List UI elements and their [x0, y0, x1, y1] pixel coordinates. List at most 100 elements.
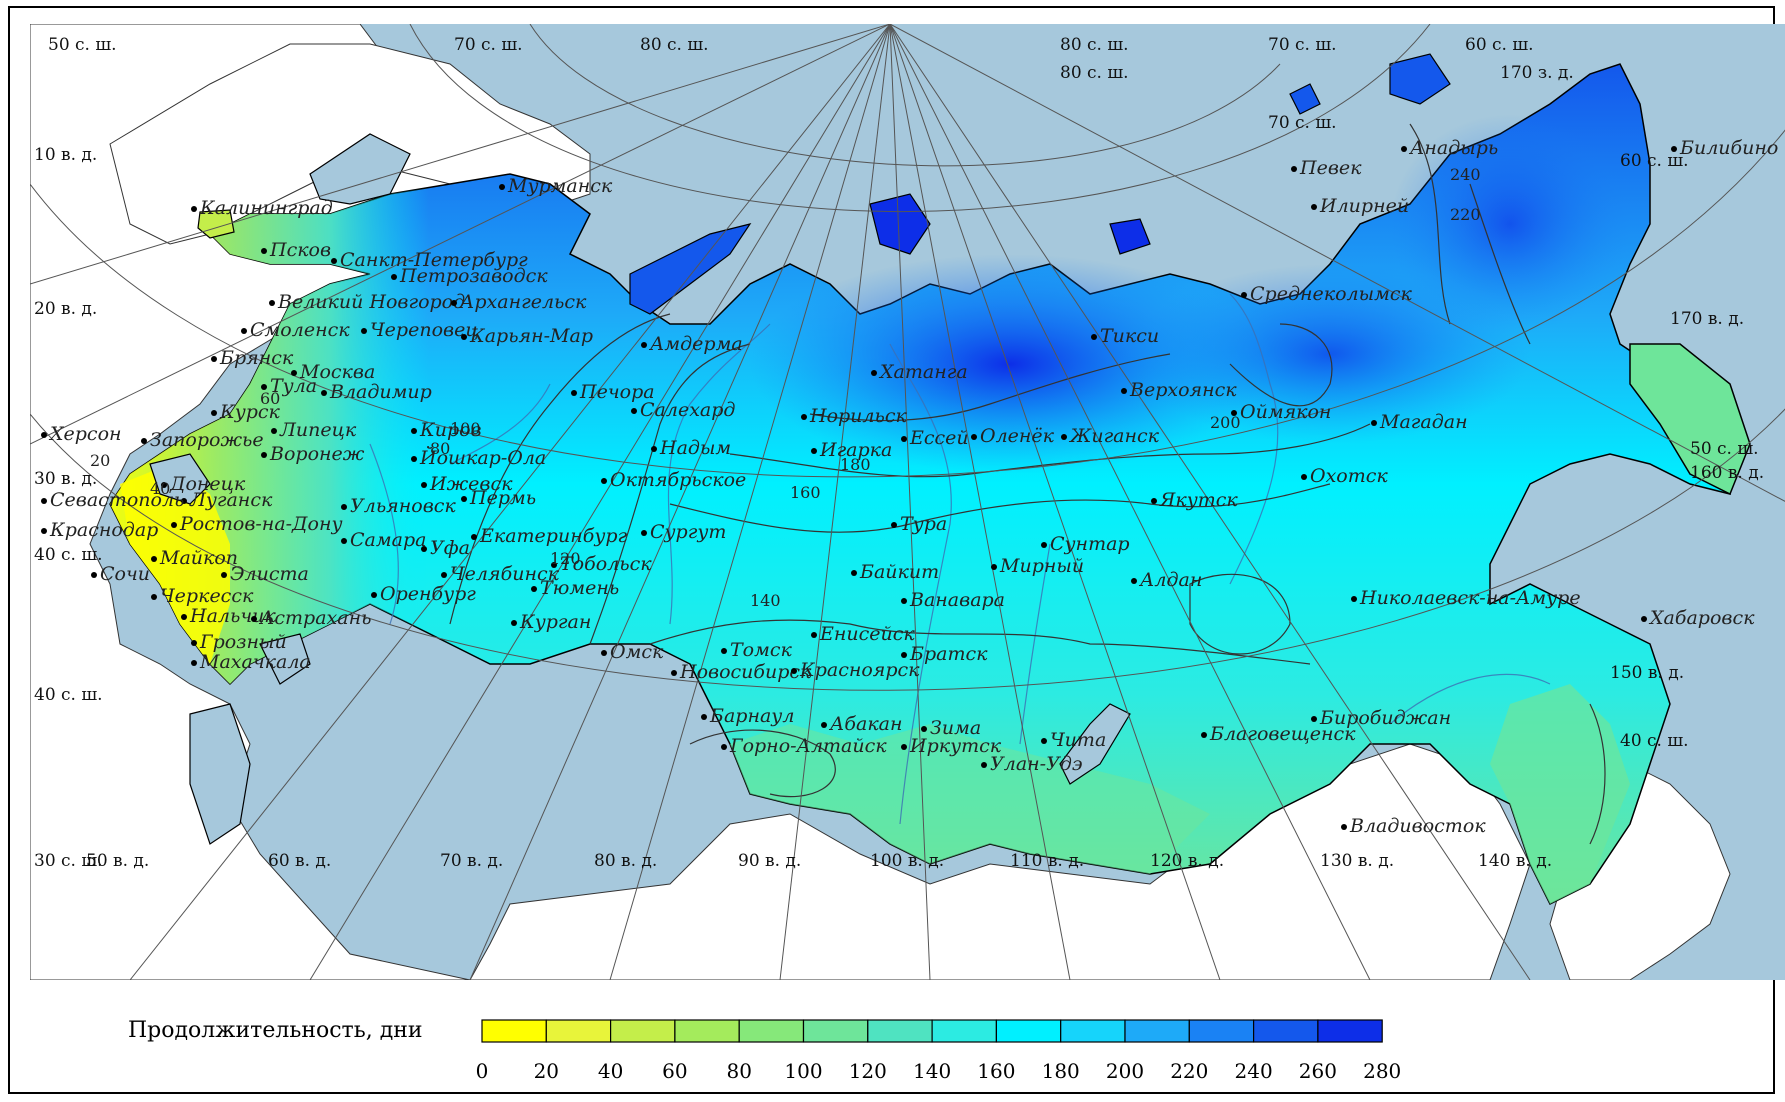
city-marker	[551, 562, 557, 568]
city-marker	[1241, 292, 1247, 298]
city-label: Элиста	[230, 563, 309, 585]
grid-label: 140 в. д.	[1478, 851, 1552, 871]
isoline-label: 60	[260, 389, 280, 408]
city-label: Луганск	[189, 489, 273, 511]
city-label: Магадан	[1379, 411, 1468, 433]
city-marker	[901, 598, 907, 604]
city-marker	[461, 334, 467, 340]
city-marker	[721, 744, 727, 750]
city-marker	[1231, 410, 1237, 416]
city-label: Липецк	[279, 419, 357, 441]
city-label: Томск	[730, 639, 793, 661]
city-label: Мирный	[999, 555, 1084, 577]
city-label: Великий Новгород	[277, 291, 465, 313]
city-label: Анадырь	[1408, 137, 1498, 159]
legend-tick-label: 180	[1042, 1059, 1080, 1083]
city-label: Ванавара	[909, 589, 1005, 611]
legend-colorbar: 0 20 40 60 80 100 120 140 160 180 200 220 240 260 280	[476, 1019, 1401, 1083]
city-marker	[701, 714, 707, 720]
isoline-label: 20	[90, 451, 110, 470]
city-marker	[1201, 732, 1207, 738]
legend-swatch	[931, 1019, 998, 1043]
city-label: Петрозаводск	[399, 265, 548, 287]
city-marker	[41, 528, 47, 534]
grid-label: 10 в. д.	[34, 145, 97, 165]
city-marker	[421, 546, 427, 552]
grid-labels: 50 с. ш. 70 с. ш. 80 с. ш. 80 с. ш. 80 с. ш.…	[34, 35, 1764, 871]
legend-swatch	[738, 1019, 805, 1043]
city-marker	[1291, 166, 1297, 172]
city-label: Горно-Алтайск	[729, 735, 887, 757]
legend-swatch	[481, 1019, 547, 1043]
city-marker	[391, 274, 397, 280]
city-label: Брянск	[219, 347, 294, 369]
isolines	[449, 123, 1606, 845]
city-label: Майкоп	[159, 547, 238, 569]
city-label: Ульяновск	[350, 495, 456, 517]
city-marker	[241, 328, 247, 334]
city-marker	[821, 722, 827, 728]
city-marker	[1671, 146, 1677, 152]
city-marker	[261, 384, 267, 390]
city-label: Запорожье	[150, 429, 264, 451]
legend-tick-label: 220	[1170, 1059, 1208, 1083]
isoline-label: 160	[790, 483, 821, 502]
city-marker	[499, 184, 505, 190]
grid-label: 120 в. д.	[1150, 851, 1224, 871]
legend-swatch	[1188, 1019, 1255, 1043]
legend-swatch	[802, 1019, 869, 1043]
city-label: Мурманск	[507, 175, 613, 197]
grid-label: 160 в. д.	[1690, 463, 1764, 483]
legend-swatch	[1317, 1019, 1383, 1043]
legend-tick-label: 80	[726, 1059, 751, 1083]
legend-swatch	[1060, 1019, 1126, 1043]
city-label: Оленёк	[980, 425, 1055, 447]
legend-tick-label: 200	[1106, 1059, 1144, 1083]
legend-title: Продолжительность, дни	[128, 1018, 423, 1043]
city-marker	[1061, 434, 1067, 440]
city-label: Махачкала	[199, 651, 311, 673]
city-marker	[331, 258, 337, 264]
city-marker	[571, 390, 577, 396]
city-label: Воронеж	[269, 443, 365, 465]
city-label: Сургут	[650, 521, 726, 543]
grid-label: 80 с. ш.	[640, 35, 709, 55]
city-marker	[811, 632, 817, 638]
city-marker	[141, 438, 147, 444]
city-label: Оренбург	[380, 583, 476, 605]
grid-label: 130 в. д.	[1320, 851, 1394, 871]
city-label: Николаевск-на-Амуре	[1359, 587, 1581, 609]
city-marker	[441, 572, 447, 578]
legend-swatch	[610, 1019, 676, 1043]
city-label: Тура	[900, 513, 947, 535]
city-marker	[181, 498, 187, 504]
city-marker	[211, 410, 217, 416]
grid-label: 170 з. д.	[1500, 63, 1574, 83]
isoline-label: 200	[1210, 413, 1241, 432]
city-label: Черкесск	[160, 585, 254, 607]
city-label: Сочи	[100, 563, 150, 585]
grid-label: 40 с. ш.	[34, 685, 103, 705]
city-marker	[671, 670, 677, 676]
city-marker	[191, 660, 197, 666]
map-area: 50 с. ш. 70 с. ш. 80 с. ш. 80 с. ш. 80 с. ш.…	[30, 24, 1785, 980]
city-marker	[151, 594, 157, 600]
city-marker	[411, 456, 417, 462]
city-marker	[871, 370, 877, 376]
legend-swatch	[1252, 1019, 1319, 1043]
city-marker	[531, 586, 537, 592]
city-marker	[811, 448, 817, 454]
grid-label: 60 в. д.	[268, 851, 331, 871]
city-label: Биробиджан	[1319, 707, 1451, 729]
city-label: Калининград	[199, 197, 333, 219]
inland-water	[149, 133, 1131, 845]
city-label: Астрахань	[258, 607, 371, 629]
grid-label: 70 с. ш.	[1268, 35, 1337, 55]
city-marker	[191, 206, 197, 212]
city-label: Тюмень	[540, 577, 619, 599]
city-marker	[1091, 334, 1097, 340]
isoline-label: 40	[150, 479, 170, 498]
city-marker	[361, 328, 367, 334]
